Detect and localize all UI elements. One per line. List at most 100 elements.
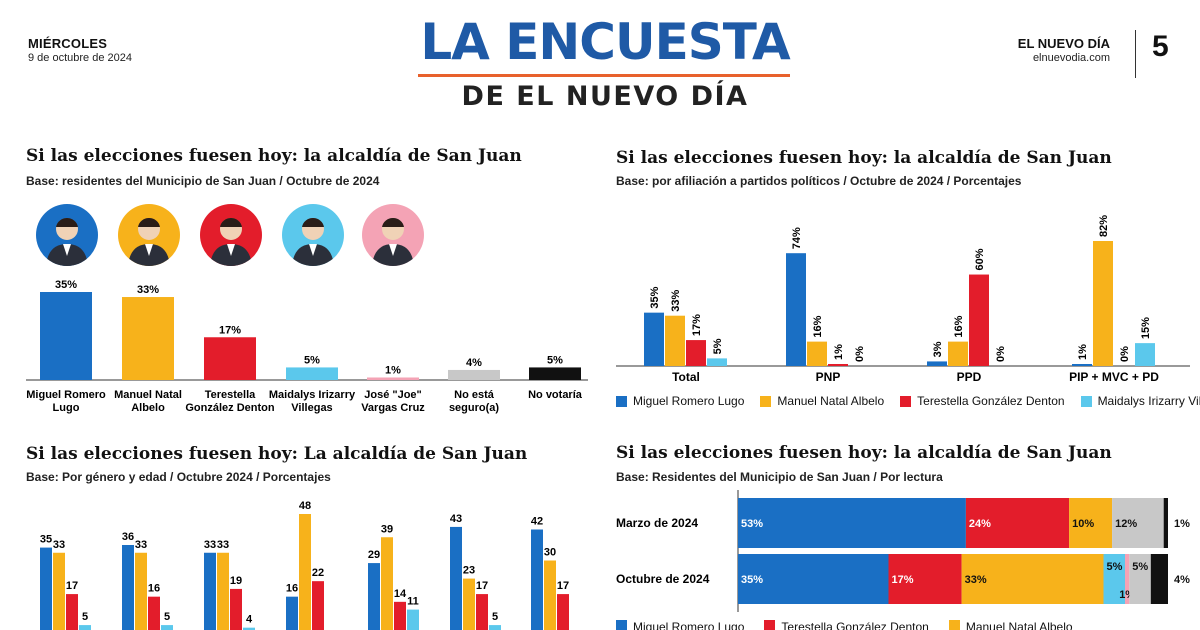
gender-age-value-label: 17 xyxy=(476,580,488,592)
gender-age-bar xyxy=(286,596,298,630)
legend-swatch xyxy=(764,620,776,630)
trend-value-label: 24% xyxy=(969,518,991,530)
header-divider xyxy=(1135,30,1136,78)
gender-age-value-label: 4 xyxy=(246,614,253,626)
legend-label: Terestella González Denton xyxy=(781,620,929,630)
trend-legend-item: Manuel Natal Albelo xyxy=(948,620,1073,630)
overall-value-label: 1% xyxy=(385,364,401,376)
gender-age-bar xyxy=(40,547,52,630)
party-chart: 35% 33% 17% 5% Total 74% 16% 1% 0% PNP 3% 16% 60% 0% P… xyxy=(616,215,1190,384)
page-number: 5 xyxy=(1152,30,1169,63)
gender-age-bar xyxy=(79,625,91,630)
gender-age-bar xyxy=(204,552,216,630)
party-legend-item: Terestella González Denton xyxy=(900,394,1065,408)
gender-age-value-label: 30 xyxy=(544,547,556,559)
overall-bar xyxy=(122,297,174,380)
trend-chart-legend: Miguel Romero Lugo Terestella González De… xyxy=(616,620,1073,630)
gender-age-bar xyxy=(489,625,501,630)
gender-age-value-label: 22 xyxy=(312,567,324,579)
trend-value-label: 1% xyxy=(1174,518,1190,530)
trend-value-label: 12% xyxy=(1115,518,1137,530)
gender-age-value-label: 14 xyxy=(394,588,407,600)
logo-subtitle: DE EL NUEVO DÍA xyxy=(461,81,749,112)
overall-bar xyxy=(529,367,581,380)
trend-chart: Marzo de 2024 53% 24% 10% 12% 1% Octubre de 20… xyxy=(616,490,1190,612)
overall-value-label: 17% xyxy=(219,324,241,336)
party-bar xyxy=(665,315,685,366)
gender-age-bar xyxy=(122,545,134,630)
trend-segment xyxy=(961,554,1104,604)
party-value-label: 0% xyxy=(1119,346,1131,362)
overall-bar xyxy=(367,377,419,380)
gender-age-value-label: 36 xyxy=(122,531,134,543)
party-bar xyxy=(948,341,968,366)
overall-bar xyxy=(448,369,500,380)
overall-category-label: No está xyxy=(454,389,495,401)
trend-segment xyxy=(1163,498,1168,548)
trend-value-label: 53% xyxy=(741,518,763,530)
legend-swatch xyxy=(760,395,772,407)
trend-value-label: 5% xyxy=(1132,561,1148,573)
party-bar xyxy=(828,364,848,366)
trend-row-label: Marzo de 2024 xyxy=(616,516,698,530)
overall-category-label: Maidalys Irizarry xyxy=(269,389,356,401)
overall-chart-title: Si las elecciones fuesen hoy: la alcaldí… xyxy=(26,146,522,166)
gender-age-value-label: 5 xyxy=(82,611,88,623)
party-value-label: 0% xyxy=(995,346,1007,362)
header-day: MIÉRCOLES xyxy=(28,36,108,51)
trend-value-label: 33% xyxy=(965,574,987,586)
legend-label: Maidalys Irizarry Villegas xyxy=(1097,394,1200,408)
trend-row-label: Octubre de 2024 xyxy=(616,572,710,586)
gender-age-value-label: 17 xyxy=(557,580,569,592)
trend-value-label: 4% xyxy=(1174,574,1190,586)
party-value-label: 17% xyxy=(691,314,703,336)
legend-swatch xyxy=(948,620,960,630)
legend-swatch xyxy=(1080,395,1092,407)
legend-label: Manuel Natal Albelo xyxy=(965,620,1073,630)
gender-age-value-label: 17 xyxy=(66,580,78,592)
gender-age-bar xyxy=(476,594,488,630)
gender-age-bar xyxy=(407,609,419,630)
overall-category-label: Manuel Natal xyxy=(114,389,182,401)
legend-swatch xyxy=(616,395,627,407)
trend-segment xyxy=(1112,498,1164,548)
party-category-label: Total xyxy=(672,370,700,384)
gender-age-bar xyxy=(450,526,462,630)
trend-segment xyxy=(738,554,889,604)
trend-segment xyxy=(1125,554,1130,604)
party-value-label: 3% xyxy=(932,341,944,357)
overall-category-label: seguro(a) xyxy=(449,402,499,414)
gender-age-value-label: 33 xyxy=(217,539,229,551)
party-chart-title: Si las elecciones fuesen hoy: la alcaldí… xyxy=(616,148,1112,168)
gender-age-bar xyxy=(66,594,78,630)
gender-age-value-label: 42 xyxy=(531,516,543,528)
gender-age-value-label: 5 xyxy=(492,611,498,623)
overall-category-label: Terestella xyxy=(205,389,256,401)
gender-age-bar xyxy=(53,552,65,630)
overall-value-label: 33% xyxy=(137,284,159,296)
trend-legend-item: Terestella González Denton xyxy=(764,620,929,630)
trend-segment xyxy=(1069,498,1113,548)
party-bar xyxy=(1093,241,1113,366)
trend-segment xyxy=(965,498,1070,548)
legend-label: Terestella González Denton xyxy=(917,394,1065,408)
overall-category-label: No votaría xyxy=(528,389,583,401)
header-date: 9 de octubre de 2024 xyxy=(28,52,132,64)
avatar-natal xyxy=(118,204,180,266)
trend-segment xyxy=(1103,554,1125,604)
party-bar xyxy=(644,312,664,366)
party-value-label: 33% xyxy=(670,289,682,311)
logo-divider xyxy=(418,74,790,77)
overall-category-label: Vargas Cruz xyxy=(361,402,425,414)
trend-chart-title: Si las elecciones fuesen hoy: la alcaldí… xyxy=(616,443,1112,463)
party-value-label: 60% xyxy=(974,248,986,270)
overall-value-label: 35% xyxy=(55,279,77,291)
gender-age-value-label: 5 xyxy=(164,611,170,623)
trend-value-label: 17% xyxy=(892,574,914,586)
party-bar xyxy=(786,253,806,366)
overall-category-label: Lugo xyxy=(53,402,80,414)
party-value-label: 0% xyxy=(854,346,866,362)
gender-age-value-label: 33 xyxy=(135,539,147,551)
